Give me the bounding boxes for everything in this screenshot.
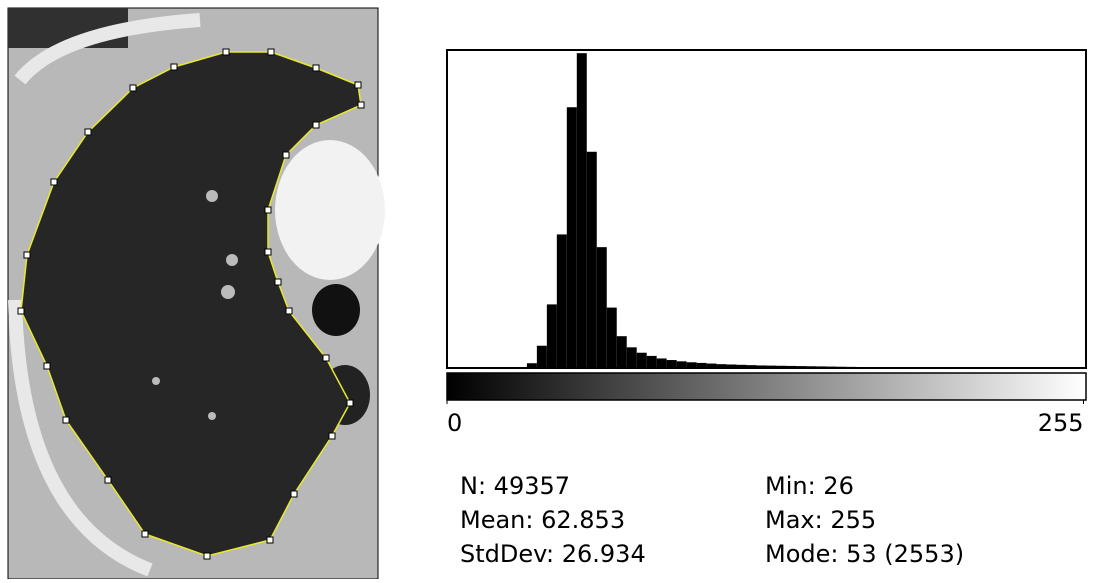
roi-handle: [142, 531, 148, 537]
histogram: [507, 53, 1086, 368]
roi-handle: [275, 279, 281, 285]
roi-handle: [355, 82, 361, 88]
bar: [577, 53, 587, 368]
stat: Max: 255: [765, 506, 876, 534]
x-tick-label: 0: [447, 409, 462, 437]
roi-handle: [347, 400, 353, 406]
roi-handle: [358, 102, 364, 108]
stat: StdDev: 26.934: [460, 540, 646, 568]
roi-handle: [286, 308, 292, 314]
roi-handle: [171, 64, 177, 70]
x-tick-label: 255: [1038, 409, 1084, 437]
roi-handle: [323, 355, 329, 361]
bar: [567, 107, 577, 368]
stat: Mean: 62.853: [460, 506, 625, 534]
roi-handle: [204, 553, 210, 559]
roi-handle: [105, 477, 111, 483]
bar: [657, 358, 667, 368]
lut-bar: [447, 373, 1086, 400]
roi-handle: [130, 85, 136, 91]
roi-handle: [313, 65, 319, 71]
histogram-frame: [447, 50, 1086, 368]
stat: Min: 26: [765, 472, 854, 500]
bar: [677, 361, 687, 368]
roi-handle: [265, 207, 271, 213]
bar: [647, 356, 657, 368]
bar: [637, 353, 647, 368]
roi-handle: [283, 152, 289, 158]
roi-handle: [85, 129, 91, 135]
bar: [617, 336, 627, 368]
roi-handle: [18, 308, 24, 314]
airway: [312, 284, 360, 336]
roi-handle: [63, 417, 69, 423]
vessel: [275, 140, 385, 280]
bar: [667, 360, 677, 368]
roi-handle: [44, 363, 50, 369]
bar: [557, 234, 567, 368]
roi-handle: [267, 537, 273, 543]
stat: N: 49357: [460, 472, 570, 500]
roi-handle: [291, 491, 297, 497]
roi-handle: [223, 49, 229, 55]
bar: [607, 308, 617, 368]
roi-handle: [329, 433, 335, 439]
roi-handle: [268, 49, 274, 55]
roi-handle: [24, 252, 30, 258]
bar: [627, 347, 637, 368]
roi-handle: [313, 122, 319, 128]
bar: [547, 304, 557, 368]
ct-image: [8, 8, 385, 579]
stat: Mode: 53 (2553): [765, 540, 964, 568]
bar: [587, 152, 597, 368]
bar: [597, 247, 607, 368]
bar: [537, 346, 547, 368]
roi-handle: [265, 249, 271, 255]
roi-handle: [51, 179, 57, 185]
